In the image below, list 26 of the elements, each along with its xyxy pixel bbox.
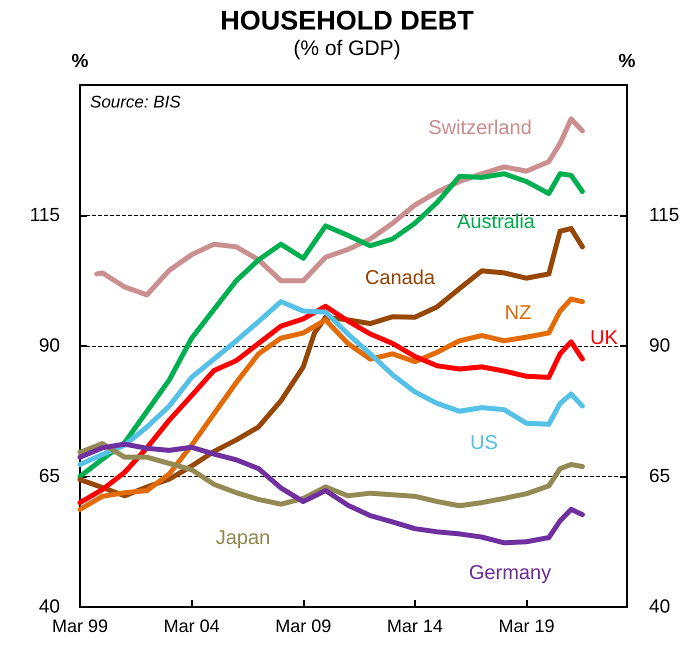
series-label: US — [470, 432, 498, 454]
x-tick-label: Mar 99 — [52, 616, 108, 636]
y-tick-label: 90 — [38, 336, 60, 356]
y-tick-label: 40 — [38, 596, 60, 618]
series-label: Japan — [216, 527, 270, 549]
chart-title: HOUSEHOLD DEBT — [220, 6, 474, 36]
y2-tick-label: 40 — [649, 596, 670, 618]
series-label: Australia — [457, 211, 536, 233]
x-tick-label: Mar 04 — [164, 616, 220, 636]
x-tick-label: Mar 14 — [386, 616, 443, 636]
y-tick-label: 115 — [30, 205, 60, 226]
series-label: UK — [590, 327, 619, 349]
y2-tick-label: 90 — [649, 336, 670, 356]
chart-subtitle: (% of GDP) — [293, 37, 401, 60]
y-tick-label: 65 — [38, 466, 60, 487]
y2-tick-label: 115 — [649, 205, 680, 226]
series-label: NZ — [504, 302, 532, 324]
x-tick-label: Mar 09 — [275, 616, 332, 636]
series-label: Germany — [468, 562, 552, 584]
y2-tick-label: 65 — [649, 466, 670, 487]
series-label: Switzerland — [428, 117, 532, 139]
y-axis-title: % — [72, 51, 89, 72]
y2-axis-title: % — [618, 51, 636, 72]
series-label: Canada — [364, 267, 436, 289]
annotation: Source: BIS — [90, 92, 182, 112]
x-tick-label: Mar 19 — [498, 616, 554, 636]
